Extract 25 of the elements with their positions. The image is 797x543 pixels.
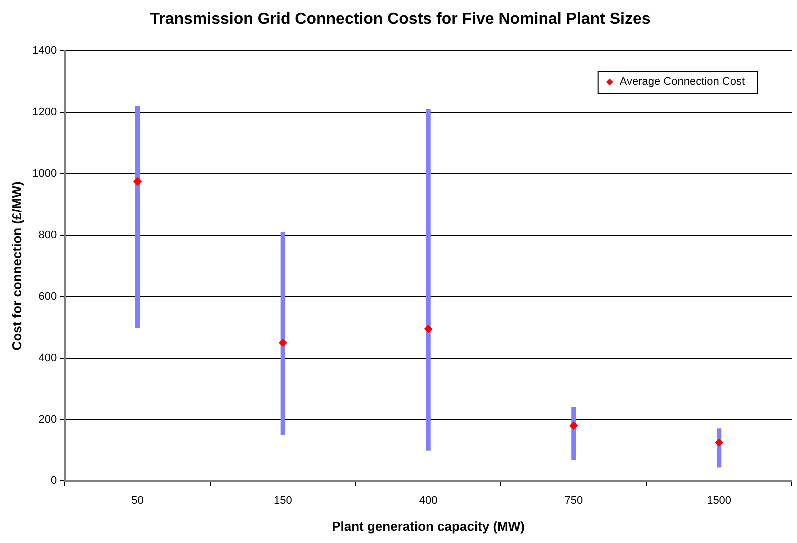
x-axis-title: Plant generation capacity (MW)	[332, 518, 525, 534]
x-tick-label: 50	[132, 494, 144, 507]
y-tick-label: 400	[38, 352, 58, 364]
legend-label: Average Connection Cost	[620, 76, 746, 88]
point	[570, 422, 578, 430]
point	[424, 325, 433, 334]
point	[134, 178, 142, 186]
y-tick-label: 200	[38, 414, 58, 426]
bar	[426, 109, 431, 451]
y-axis-title: Cost for connection (£/MW)	[9, 182, 24, 351]
x-tick-label: 400	[419, 494, 438, 507]
chart-title: Transmission Grid Connection Costs for Five Nominal Plant Sizes	[150, 11, 651, 28]
x-tick-label: 1500	[707, 494, 732, 507]
y-tick-label: 800	[38, 230, 58, 242]
point	[715, 438, 724, 447]
y-tick-label: 1200	[32, 106, 58, 119]
bar	[135, 106, 140, 328]
point	[279, 338, 288, 347]
x-tick-label: 750	[564, 494, 584, 507]
y-tick-label: 1000	[32, 168, 58, 180]
x-tick-label: 150	[274, 494, 292, 507]
y-tick-label: 0	[50, 475, 58, 488]
y-tick-label: 600	[38, 290, 58, 303]
y-tick-label: 1400	[32, 45, 58, 58]
bar	[280, 232, 286, 436]
